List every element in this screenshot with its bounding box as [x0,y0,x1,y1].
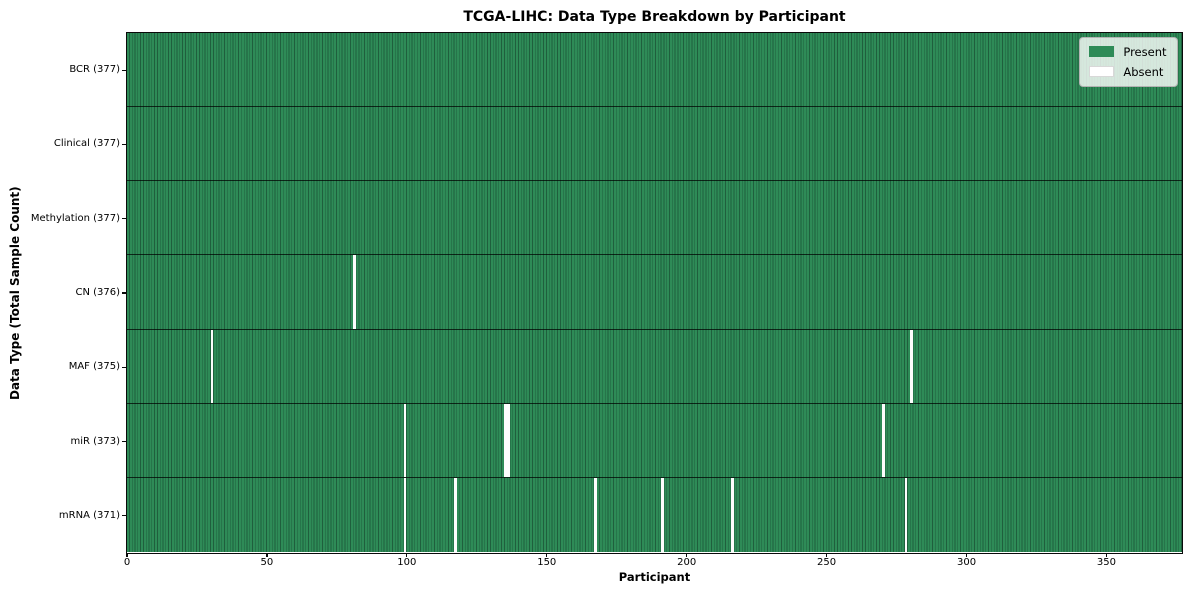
heatmap-row-bcr [126,32,1182,107]
absent-cell [504,403,508,478]
heatmap-row-mir [126,403,1182,479]
y-tick-mark [122,143,126,146]
chart-title: TCGA-LIHC: Data Type Breakdown by Partic… [463,9,846,25]
legend-swatch-absent-icon [1089,66,1115,77]
heatmap-row-cn [126,255,1182,330]
legend: Present Absent [1079,36,1178,87]
y-tick-mark [122,292,126,294]
x-tick-mark [826,553,828,557]
y-tick-label: miR (373) [70,435,120,447]
x-axis-label: Participant [618,570,691,584]
y-tick-mark [122,515,126,517]
x-tick-mark [126,553,128,557]
y-tick-label: Clinical (377) [53,138,120,150]
legend-entry-absent: Absent [1089,65,1166,79]
absent-cell [661,478,664,553]
absent-cell [910,329,913,403]
x-tick-label: 0 [123,557,131,568]
x-tick-label: 50 [260,557,274,568]
y-tick-label: mRNA (371) [58,509,120,521]
x-tick-mark [1105,553,1108,557]
absent-cell [403,478,407,553]
x-tick-mark [546,553,548,557]
absent-cell [403,403,407,478]
absent-cell [731,478,734,553]
absent-cell [593,478,597,553]
y-tick-label: CN (376) [75,287,120,298]
absent-cell [353,255,356,329]
absent-cell [453,478,457,553]
absent-cell [210,329,214,403]
x-tick-mark [406,553,408,557]
heatmap-row-clinical [126,106,1182,182]
absent-cell [904,478,908,553]
x-tick-mark [266,553,268,557]
heatmap-row-maf [126,329,1182,404]
x-tick-label: 200 [677,557,697,568]
x-tick-label: 250 [817,557,837,568]
y-tick-label: Methylation (377) [30,212,120,224]
x-tick-label: 300 [956,557,977,568]
legend-swatch-present-icon [1089,46,1115,57]
heatmap-row-mrna [126,478,1182,553]
y-tick-mark [122,366,126,368]
y-tick-mark [122,218,126,220]
legend-label-present: Present [1123,44,1167,59]
absent-cell [882,403,885,478]
y-tick-label: MAF (375) [68,361,120,373]
x-tick-label: 100 [397,557,417,568]
y-tick-mark [122,440,126,443]
y-tick-label: BCR (377) [69,64,120,76]
legend-label-absent: Absent [1123,64,1164,79]
x-tick-label: 150 [537,557,557,568]
plot-area: Present Absent [125,31,1183,554]
legend-entry-present: Present [1089,44,1167,59]
heatmap-row-methylation [126,181,1182,256]
y-tick-mark [122,69,126,71]
x-tick-label: 350 [1096,557,1116,568]
x-tick-mark [965,553,968,557]
heatmap-rows [126,32,1182,553]
x-tick-mark [686,553,688,557]
absent-cell [507,403,510,478]
